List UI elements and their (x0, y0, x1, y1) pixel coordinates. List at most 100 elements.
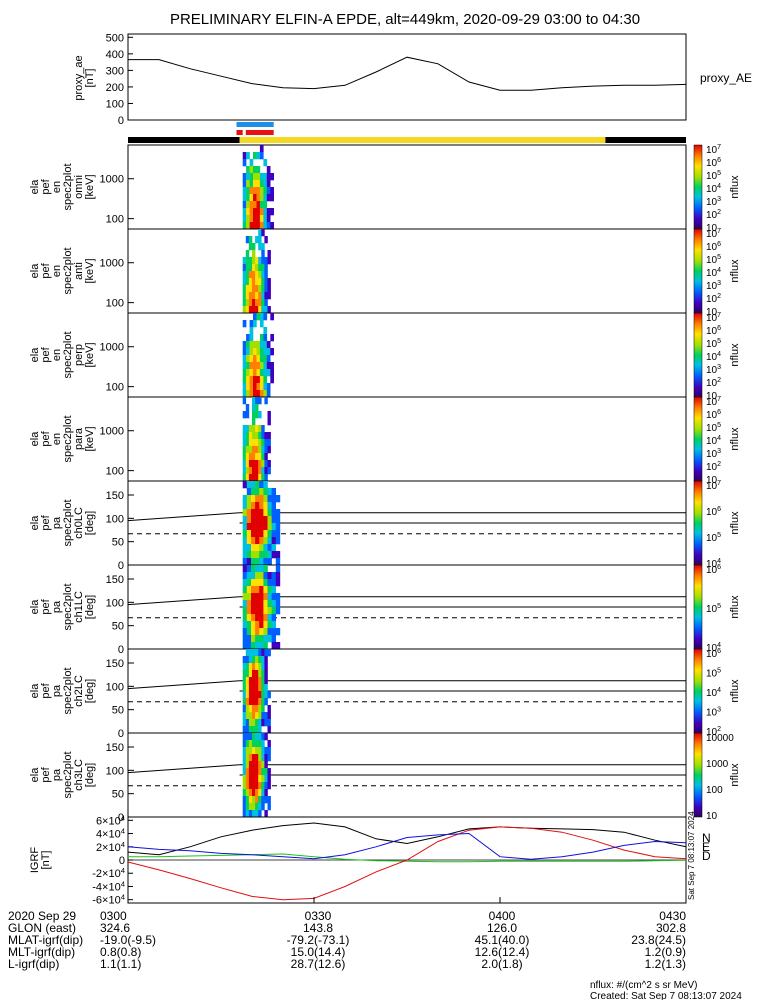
spec-colorbar (693, 396, 703, 482)
spec-cell (242, 215, 247, 223)
spec-cell (259, 187, 264, 195)
spec-cell (252, 768, 256, 776)
spec-cell (255, 789, 259, 797)
spec-cell (261, 740, 265, 748)
spec-cell (252, 243, 256, 251)
spec-cell (252, 306, 256, 314)
spec-cell (267, 544, 272, 552)
spec-cell (248, 740, 253, 748)
spec-cell (258, 411, 262, 419)
spec-cell (261, 775, 265, 783)
spec-cell (266, 173, 271, 181)
ae-ylabel-line: [nT] (84, 69, 96, 88)
spec-cell (253, 355, 257, 363)
ae-ytick-label: 300 (106, 65, 124, 77)
cbar-tick-label: 105 (706, 338, 721, 350)
spec-cell (267, 586, 272, 594)
spec-cell (258, 796, 262, 804)
spec-cell (270, 194, 274, 202)
spec-cell (242, 362, 247, 370)
cbar-tick-label: 106 (706, 564, 721, 576)
spec-ytick-label: 0 (118, 644, 124, 656)
spec-ylabel: ela pef pa spec2plot ch3LC [deg] (29, 751, 96, 798)
spec-cell (246, 544, 252, 552)
spec-cell (245, 796, 250, 804)
spec-cell (261, 789, 265, 797)
spec-cell (258, 278, 262, 286)
spec-cell (246, 635, 252, 643)
spec-cell (242, 278, 247, 286)
spec-ytick-label: 0 (118, 560, 124, 572)
spec-cell (248, 425, 253, 433)
cbar-tick-label: 106 (706, 409, 721, 421)
spec-cell (271, 509, 276, 517)
spec-cell (264, 754, 268, 762)
spec-cell (263, 180, 268, 188)
spec-cell (263, 565, 268, 573)
spec-ylabel-line: ela (29, 767, 41, 783)
spec-cell (259, 173, 264, 181)
spec-cell (264, 761, 268, 769)
spec-cell (259, 201, 264, 209)
spec-ylabel-line: ela (29, 683, 41, 699)
spec-cell (275, 572, 281, 580)
spec-panel-ch1LC: ela pef pa spec2plot ch1LC [deg] 0 50 100 150 104 1… (29, 564, 741, 656)
igrf-series-extra (127, 832, 687, 860)
spec-cell (242, 768, 247, 776)
spec-frame (127, 396, 687, 482)
spec-cell (256, 313, 261, 321)
spec-cell (252, 467, 256, 475)
spec-cell (255, 663, 259, 671)
spec-colorbar (693, 564, 703, 650)
spec-cell (242, 698, 247, 706)
spec-cell (259, 516, 264, 524)
cbar-tick-label: 104 (706, 642, 721, 654)
spec-cell (248, 439, 253, 447)
spec-cell (263, 215, 268, 223)
table-cell: 143.8 (303, 921, 333, 935)
spec-cell (255, 600, 260, 608)
spec-cell (252, 446, 256, 454)
spec-cell (256, 390, 261, 398)
spec-colorbar (693, 144, 703, 230)
spec-cell (253, 222, 257, 230)
spec-cell (258, 236, 262, 244)
cbar-tick-label: 105 (706, 668, 721, 680)
spec-cell (264, 278, 268, 286)
spec-cell (242, 159, 247, 167)
spec-cell (248, 747, 253, 755)
spec-cell (275, 516, 281, 524)
spec-cell (255, 628, 260, 636)
spec-cell (261, 250, 265, 258)
cbar-tick-label: 103 (706, 196, 721, 208)
spec-cell (252, 733, 256, 741)
spec-cell (267, 495, 272, 503)
spec-cell (242, 390, 247, 398)
spec-cell (258, 474, 262, 482)
spec-cell (264, 285, 268, 293)
spec-cell (246, 600, 252, 608)
spec-cell (245, 411, 250, 419)
spec-cell (255, 467, 259, 475)
spec-ylabel-line: ela (29, 515, 41, 531)
spec-cell (264, 677, 268, 685)
spec-cell (255, 705, 259, 713)
spec-cell (261, 460, 265, 468)
spec-frame (127, 228, 687, 314)
spec-cell (255, 607, 260, 615)
flag-blue (236, 122, 274, 127)
spec-ytick-label: 100 (106, 382, 124, 394)
table-cell: 0.8(0.8) (100, 945, 141, 959)
cbar-tick-label: 105 (706, 532, 721, 544)
spec-cell (263, 201, 268, 209)
spec-cell (255, 656, 259, 664)
spec-cell (246, 607, 252, 615)
spec-cell (259, 502, 264, 510)
spec-cell (264, 453, 268, 461)
spec-cell (258, 292, 262, 300)
spec-cell (263, 334, 268, 342)
spec-cell (256, 369, 261, 377)
spec-cell (245, 810, 250, 818)
spec-cell (252, 803, 256, 811)
spec-cell (245, 264, 250, 272)
